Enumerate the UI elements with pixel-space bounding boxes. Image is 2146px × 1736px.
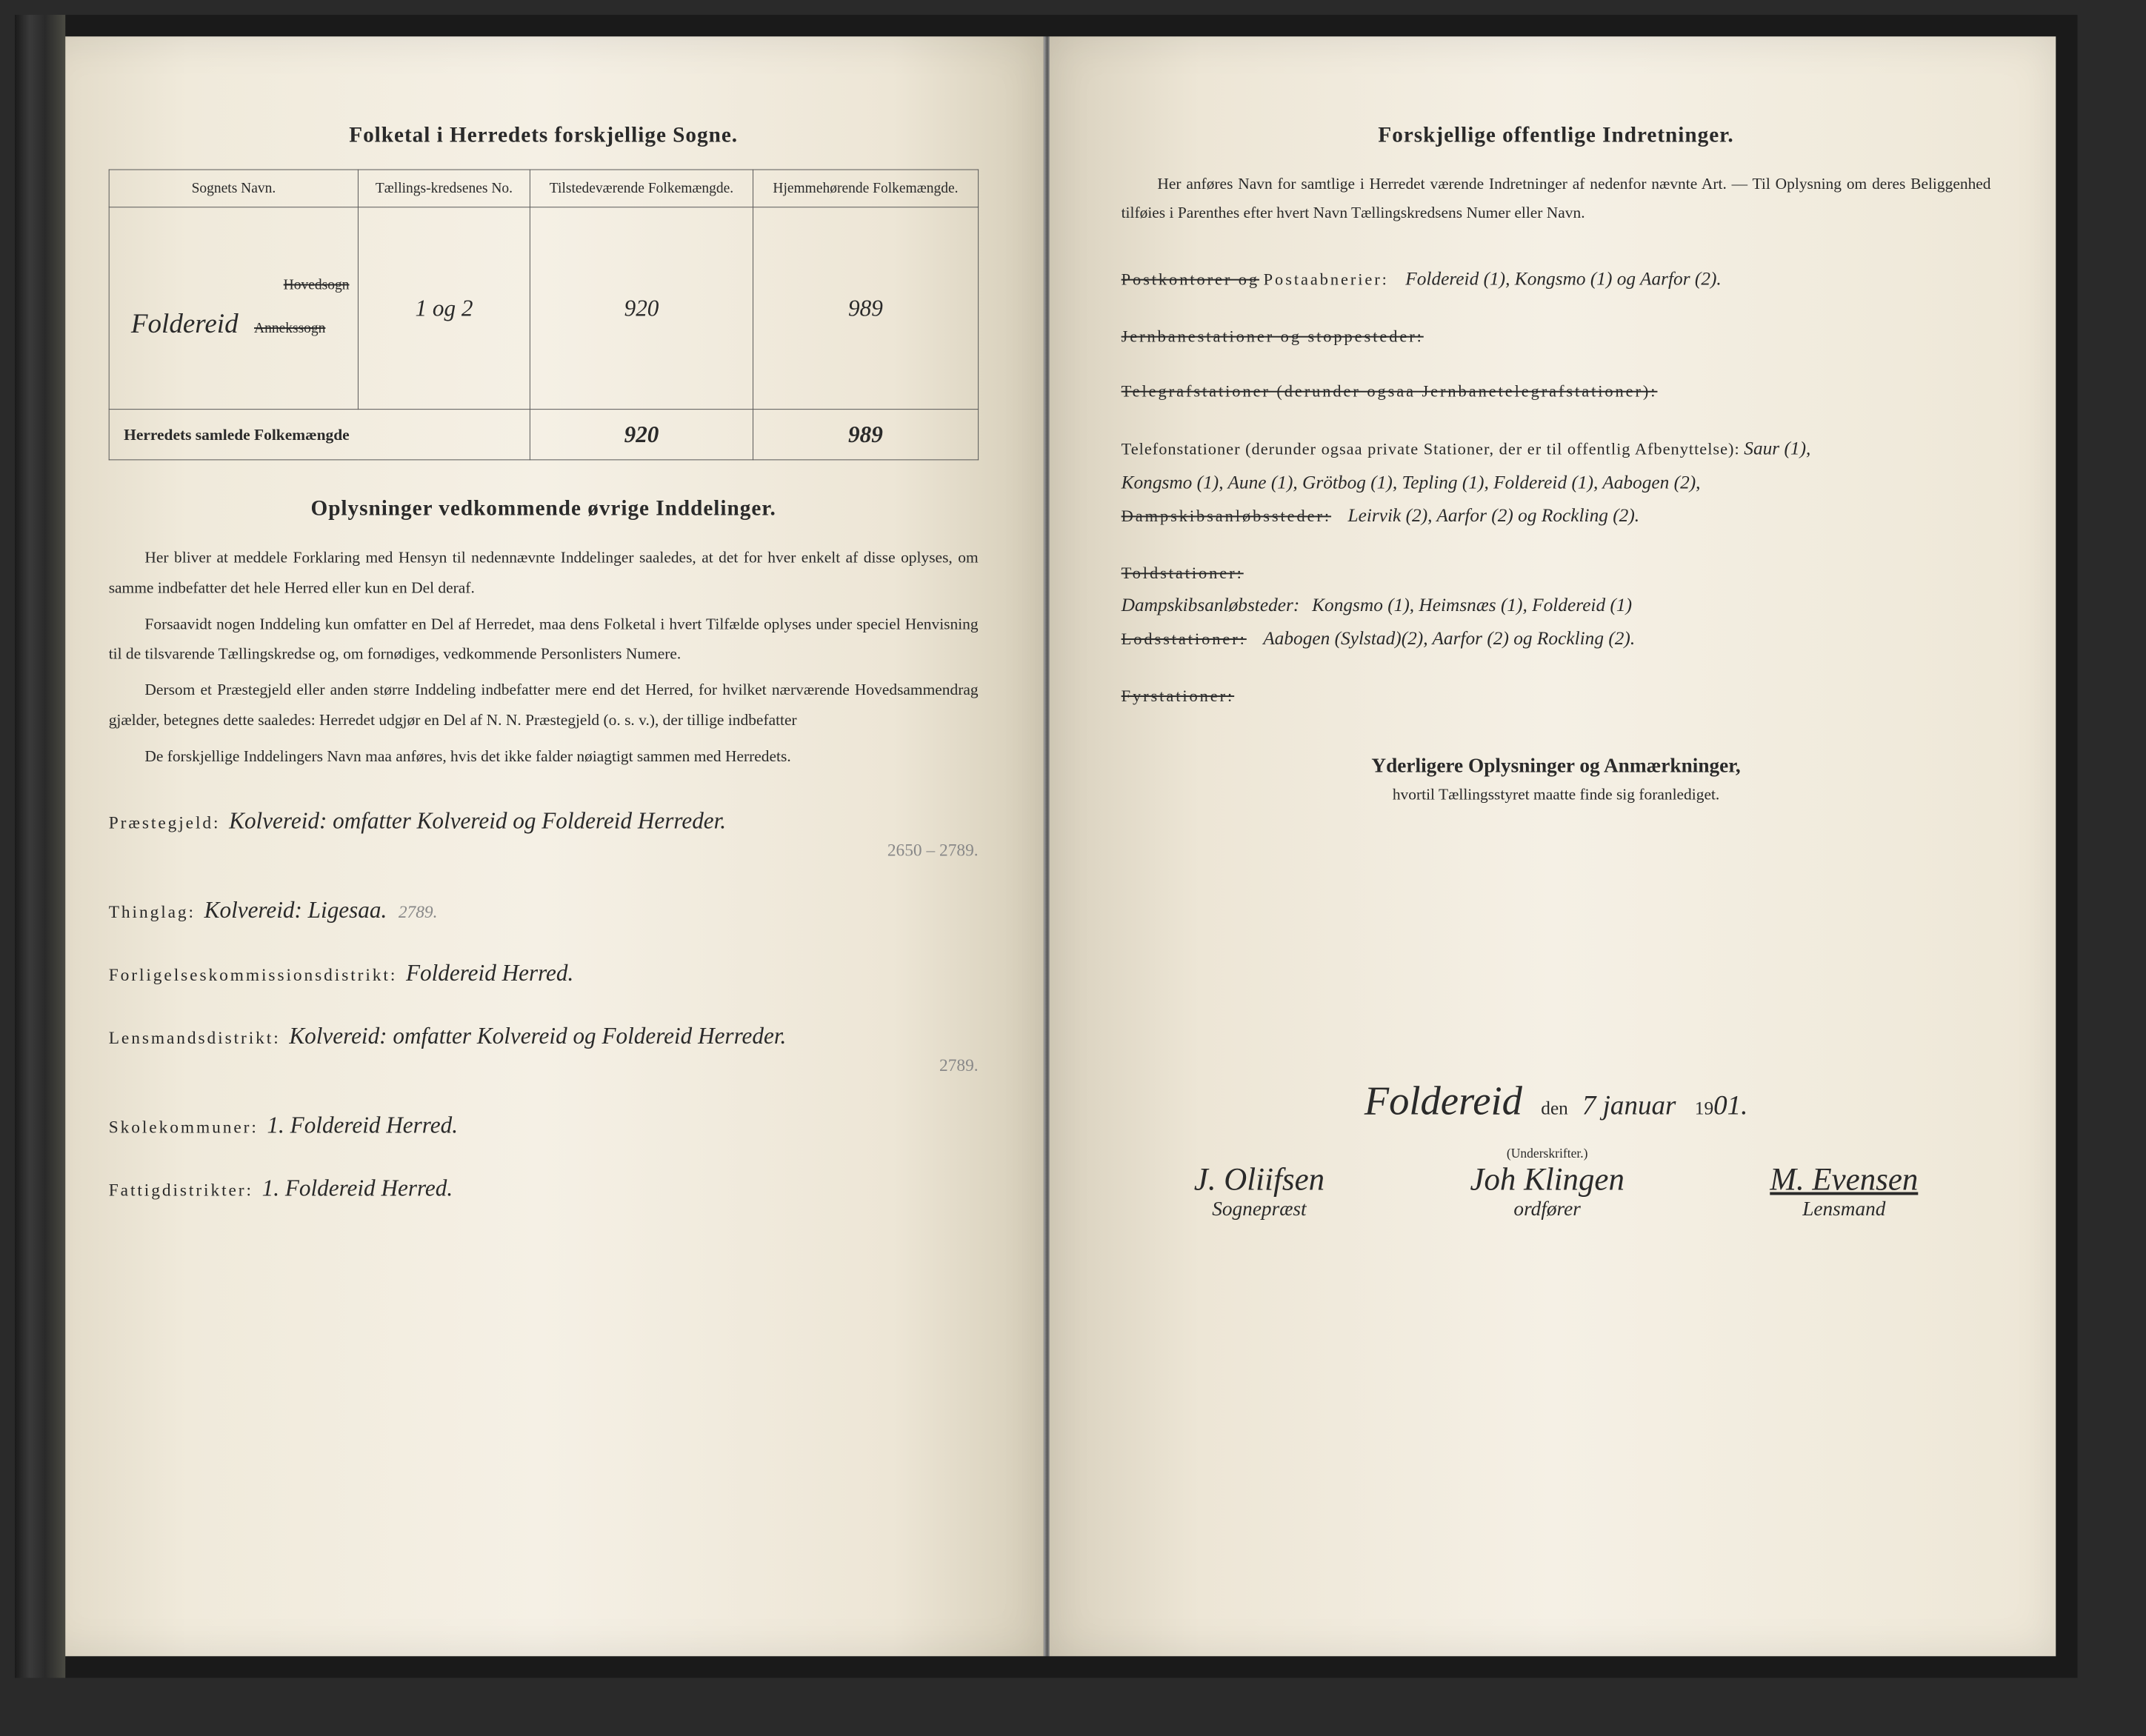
entry-telegraf: Telegrafstationer (derunder ogsaa Jernba… (1122, 377, 1991, 407)
cell-tilstede: 920 (530, 207, 753, 410)
signature-3: M. Evensen Lensmand (1770, 1161, 1918, 1221)
left-page: Folketal i Herredets forskjellige Sogne.… (36, 36, 1044, 1656)
skole-label: Skolekommuner: (109, 1118, 259, 1138)
underskrifter-label: (Underskrifter.) (1507, 1146, 1588, 1160)
dampskib-struck1: Dampskibsanløbssteder: (1122, 507, 1331, 525)
total-hjemme: 989 (753, 410, 978, 460)
sig1-name: J. Oliifsen (1194, 1161, 1324, 1198)
forlig-value: Foldereid Herred. (406, 959, 979, 986)
dampskib-value-l2: Aabogen (Sylstad)(2), Aarfor (2) og Rock… (1263, 628, 1635, 649)
signature-1: J. Oliifsen Sognepræst (1194, 1161, 1324, 1221)
jernbane-label: Jernbanestationer og stoppesteder: (1122, 327, 1424, 345)
total-tilstede: 920 (530, 410, 753, 460)
field-fattig: Fattigdistrikter: 1. Foldereid Herred. (109, 1175, 979, 1201)
cell-hjemme: 989 (753, 207, 978, 410)
col-hjemme: Hjemmehørende Folkemængde. (753, 170, 978, 207)
fattig-label: Fattigdistrikter: (109, 1181, 253, 1201)
entry-fyr: Fyrstationer: (1122, 681, 1991, 711)
sig-den: den (1541, 1097, 1568, 1118)
field-praestegjeld: Præstegjeld: Kolvereid: omfatter Kolvere… (109, 807, 979, 834)
left-title: Folketal i Herredets forskjellige Sogne. (109, 123, 979, 147)
field-forlig: Forligelseskommissionsdistrikt: Folderei… (109, 959, 979, 986)
entry-telefon: Telefonstationer (derunder ogsaa private… (1122, 432, 1991, 533)
postkontor-value: Foldereid (1), Kongsmo (1) og Aarfor (2)… (1405, 268, 1722, 289)
fyr-label: Fyrstationer: (1122, 687, 1235, 705)
entry-postkontor: Postkontorer og Postaabnerier: Foldereid… (1122, 262, 1991, 296)
right-title: Forskjellige offentlige Indretninger. (1122, 123, 1991, 147)
sig-year-suffix: 01. (1713, 1090, 1747, 1121)
sig-date: 7 januar (1582, 1090, 1676, 1121)
telegraf-label: Telegrafstationer (derunder ogsaa Jernba… (1122, 382, 1658, 400)
field-skole: Skolekommuner: 1. Foldereid Herred. (109, 1112, 979, 1138)
yderligere-title: Yderligere Oplysninger og Anmærkninger, (1122, 755, 1991, 778)
forlig-label: Forligelseskommissionsdistrikt: (109, 966, 398, 985)
fattig-value: 1. Foldereid Herred. (262, 1175, 979, 1201)
annekssogn-label: Annekssogn (254, 320, 325, 335)
signature-2: (Underskrifter.) Joh Klingen ordfører (1470, 1146, 1624, 1221)
signature-row: J. Oliifsen Sognepræst (Underskrifter.) … (1122, 1146, 1991, 1221)
lensmand-pencil: 2789. (939, 1056, 979, 1075)
lods-label: Lodsstationer: (1122, 630, 1247, 648)
para1: Her bliver at meddele Forklaring med Hen… (109, 542, 979, 602)
sig3-name: M. Evensen (1770, 1161, 1918, 1198)
lensmand-value: Kolvereid: omfatter Kolvereid og Foldere… (289, 1022, 978, 1049)
signature-date-line: Foldereid den 7 januar 1901. (1122, 1078, 1991, 1124)
field-thinglag: Thinglag: Kolvereid: Ligesaa. 2789. (109, 897, 979, 924)
right-page: Forskjellige offentlige Indretninger. He… (1049, 36, 2056, 1656)
postkontor-label: Postaabnerier: (1264, 270, 1389, 288)
telefon-value-l1: Saur (1), (1744, 438, 1810, 458)
dampskib-value-l1: Kongsmo (1), Heimsnæs (1), Foldereid (1) (1312, 594, 1632, 615)
dampskib-label-hw: Dampskibsanløbsteder: (1122, 594, 1300, 615)
col-sognets-navn: Sognets Navn. (109, 170, 358, 207)
yderligere-sub: hvortil Tællingsstyret maatte finde sig … (1122, 784, 1991, 803)
para4: De forskjellige Inddelingers Navn maa an… (109, 741, 979, 771)
signature-block: Foldereid den 7 januar 1901. J. Oliifsen… (1122, 1078, 1991, 1221)
praestegjeld-label: Præstegjeld: (109, 813, 221, 832)
told-label: Toldstationer: (1122, 564, 1244, 582)
praestegjeld-value: Kolvereid: omfatter Kolvereid og Foldere… (229, 807, 978, 834)
thinglag-pencil: 2789. (399, 903, 438, 921)
telefon-value-l3: Leirvik (2), Aarfor (2) og Rockling (2). (1347, 505, 1639, 526)
sig-place: Foldereid (1364, 1078, 1522, 1123)
cell-kreds: 1 og 2 (359, 207, 530, 410)
thinglag-label: Thinglag: (109, 903, 196, 922)
sig-year-prefix: 19 (1695, 1097, 1713, 1118)
telefon-label: Telefonstationer (derunder ogsaa private… (1122, 440, 1740, 458)
hovedsogn-struck: Hovedsogn (284, 277, 350, 293)
col-kreds-no: Tællings-kredsenes No. (359, 170, 530, 207)
para2: Forsaavidt nogen Inddeling kun omfatter … (109, 609, 979, 669)
table-row: Hovedsogn Foldereid Annekssogn 1 og 2 92… (109, 207, 978, 410)
sogn-name-handwritten: Foldereid (131, 309, 239, 339)
telefon-value-l2: Kongsmo (1), Aune (1), Grötbog (1), Tepl… (1122, 472, 1701, 493)
thinglag-value: Kolvereid: Ligesaa. 2789. (204, 897, 979, 924)
sig2-name: Joh Klingen (1470, 1161, 1624, 1198)
right-intro: Her anføres Navn for samtlige i Herredet… (1122, 170, 1991, 227)
sig3-title: Lensmand (1770, 1198, 1918, 1221)
praestegjeld-pencil: 2650 – 2789. (887, 841, 979, 860)
census-book-spread: Folketal i Herredets forskjellige Sogne.… (15, 15, 2077, 1678)
col-tilstede: Tilstedeværende Folkemængde. (530, 170, 753, 207)
field-lensmand: Lensmandsdistrikt: Kolvereid: omfatter K… (109, 1022, 979, 1049)
skole-value: 1. Foldereid Herred. (267, 1112, 978, 1138)
table-header-row: Sognets Navn. Tællings-kredsenes No. Til… (109, 170, 978, 207)
sig2-title: ordfører (1470, 1198, 1624, 1221)
postkontor-label-struck: Postkontorer og (1122, 270, 1259, 288)
entry-told: Toldstationer: Dampskibsanløbsteder: Kon… (1122, 558, 1991, 656)
oplysninger-title: Oplysninger vedkommende øvrige Inddeling… (109, 496, 979, 521)
sogne-table: Sognets Navn. Tællings-kredsenes No. Til… (109, 170, 979, 461)
sig1-title: Sognepræst (1194, 1198, 1324, 1221)
entry-jernbane: Jernbanestationer og stoppesteder: (1122, 321, 1991, 351)
para3: Dersom et Præstegjeld eller anden større… (109, 675, 979, 735)
table-total-row: Herredets samlede Folkemængde 920 989 (109, 410, 978, 460)
cell-sogn-name: Hovedsogn Foldereid Annekssogn (109, 207, 358, 410)
total-label: Herredets samlede Folkemængde (109, 410, 530, 460)
lensmand-label: Lensmandsdistrikt: (109, 1029, 281, 1048)
